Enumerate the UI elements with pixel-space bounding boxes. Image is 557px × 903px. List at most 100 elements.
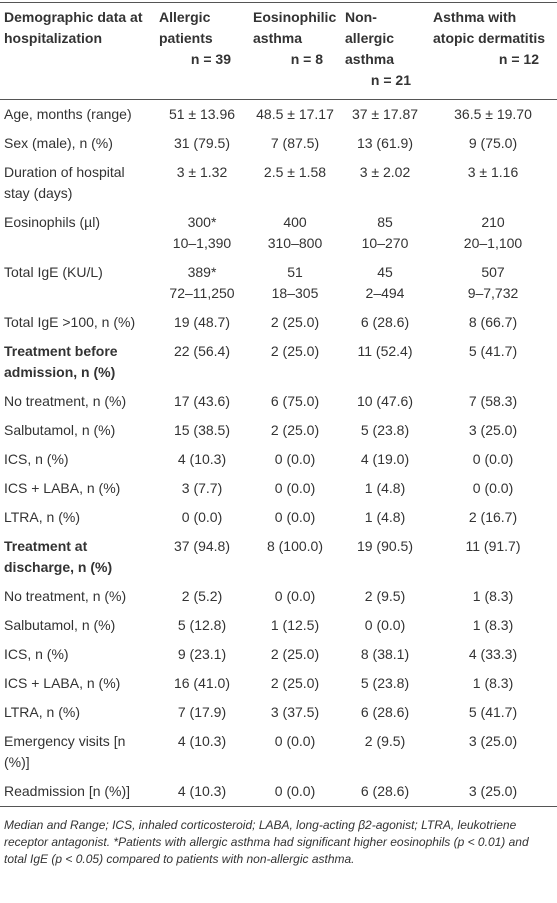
row-label: ICS + LABA, n (%) [4,480,121,496]
cell: 2 (25.0) [249,669,341,698]
cell: 5 (23.8) [341,416,429,445]
cell: 2 (25.0) [249,416,341,445]
cell-value: 19 (48.7) [173,314,231,330]
cell: 1 (8.3) [429,582,557,611]
row-label: Duration of hospital stay (days) [4,164,125,201]
cell-value: 5 (23.8) [360,422,410,438]
cell: 3 (25.0) [429,777,557,807]
cell-value: 9 (75.0) [468,135,518,151]
cell-value: 0 (0.0) [274,588,316,604]
cell-value: 6 (28.6) [360,783,410,799]
row-label: Treatment at discharge, n (%) [4,538,113,575]
cell: 3 ± 1.16 [429,158,557,208]
cell-value: 0 (0.0) [274,509,316,525]
cell: 2 (25.0) [249,640,341,669]
table-row: ICS + LABA, n (%) 3 (7.7) 0 (0.0) 1 (4.8) 0 … [0,474,557,503]
table-row: Total IgE >100, n (%) 19 (48.7) 2 (25.0) 6 … [0,308,557,337]
cell: 0 (0.0) [249,777,341,807]
cell-value: 2 (25.0) [270,343,320,359]
cell: 37 (94.8) [155,532,249,582]
cell-value: 3 ± 1.32 [176,164,228,180]
cell-value: 36.5 ± 19.70 [454,106,532,122]
cell: 5 (23.8) [341,669,429,698]
column-n: n = 39 [190,51,231,67]
cell-value: 4 (19.0) [360,451,410,467]
cell: 10 (47.6) [341,387,429,416]
cell: 0 (0.0) [249,582,341,611]
cell-value: 2 (25.0) [270,314,320,330]
cell: 2 (9.5) [341,582,429,611]
cell-range: 20–1,100 [463,235,523,251]
cell: 11 (91.7) [429,532,557,582]
column-header: Allergic patients n = 39 [155,2,249,100]
cell-value: 85 [377,214,393,230]
table-row: LTRA, n (%) 7 (17.9) 3 (37.5) 6 (28.6) 5 (41… [0,698,557,727]
cell-value: 1 (8.3) [472,617,514,633]
cell-range: 10–1,390 [172,235,232,251]
cell: 36.5 ± 19.70 [429,100,557,130]
cell: 8 (66.7) [429,308,557,337]
cell-value: 507 [481,264,505,280]
cell: 2.5 ± 1.58 [249,158,341,208]
cell: 6 (28.6) [341,308,429,337]
column-header: Eosinophilic asthma n = 8 [249,2,341,100]
cell-value: 7 (87.5) [270,135,320,151]
row-label: Readmission [n (%)] [4,783,131,799]
table-row: Total IgE (KU/L) 389* 72–11,250 51 18–305 45 2… [0,258,557,308]
cell-value: 1 (12.5) [270,617,320,633]
cell: 19 (48.7) [155,308,249,337]
cell-value: 0 (0.0) [181,509,223,525]
cell: 4 (10.3) [155,727,249,777]
cell-value: 11 (91.7) [465,538,521,554]
header-row: Demographic data at hospitalization Aller… [0,2,557,100]
row-label: Total IgE >100, n (%) [4,314,136,330]
cell: 0 (0.0) [249,474,341,503]
cell-value: 0 (0.0) [274,451,316,467]
cell-value: 400 [283,214,307,230]
column-header: Asthma with atopic dermatitis n = 12 [429,2,557,100]
cell: 0 (0.0) [429,445,557,474]
cell: 37 ± 17.87 [341,100,429,130]
column-label: Asthma with atopic dermatitis [433,9,546,46]
cell: 3 (37.5) [249,698,341,727]
row-label: Emergency visits [n (%)] [4,733,126,770]
cell: 16 (41.0) [155,669,249,698]
cell: 0 (0.0) [155,503,249,532]
row-label: No treatment, n (%) [4,393,127,409]
cell-value: 4 (10.3) [177,783,227,799]
data-table: Demographic data at hospitalization Aller… [0,2,557,807]
cell: 400 310–800 [249,208,341,258]
cell: 7 (58.3) [429,387,557,416]
cell-value: 3 ± 2.02 [359,164,411,180]
cell: 85 10–270 [341,208,429,258]
cell: 4 (10.3) [155,445,249,474]
cell-value: 3 ± 1.16 [467,164,519,180]
cell-value: 2 (9.5) [364,588,406,604]
cell-value: 2 (25.0) [270,646,320,662]
cell-value: 11 (52.4) [357,343,413,359]
table-row: LTRA, n (%) 0 (0.0) 0 (0.0) 1 (4.8) 2 (16.7) [0,503,557,532]
cell-value: 6 (28.6) [360,314,410,330]
cell-value: 4 (33.3) [468,646,518,662]
cell: 51 ± 13.96 [155,100,249,130]
row-label: Age, months (range) [4,106,132,122]
cell: 11 (52.4) [341,337,429,387]
cell: 1 (12.5) [249,611,341,640]
cell-value: 7 (17.9) [177,704,227,720]
cell: 0 (0.0) [249,503,341,532]
cell: 6 (75.0) [249,387,341,416]
table-row: Salbutamol, n (%) 5 (12.8) 1 (12.5) 0 (0.0)… [0,611,557,640]
cell-value: 51 ± 13.96 [168,106,236,122]
cell: 48.5 ± 17.17 [249,100,341,130]
row-label: Total IgE (KU/L) [4,264,103,280]
column-label: Demographic data at hospitalization [4,9,143,46]
row-label: ICS + LABA, n (%) [4,675,121,691]
cell-value: 15 (38.5) [173,422,231,438]
cell-range: 310–800 [267,235,323,251]
cell-value: 210 [481,214,505,230]
row-label: Treatment before admission, n (%) [4,343,118,380]
cell: 17 (43.6) [155,387,249,416]
cell-value: 4 (10.3) [177,733,227,749]
cell-value: 22 (56.4) [173,343,231,359]
